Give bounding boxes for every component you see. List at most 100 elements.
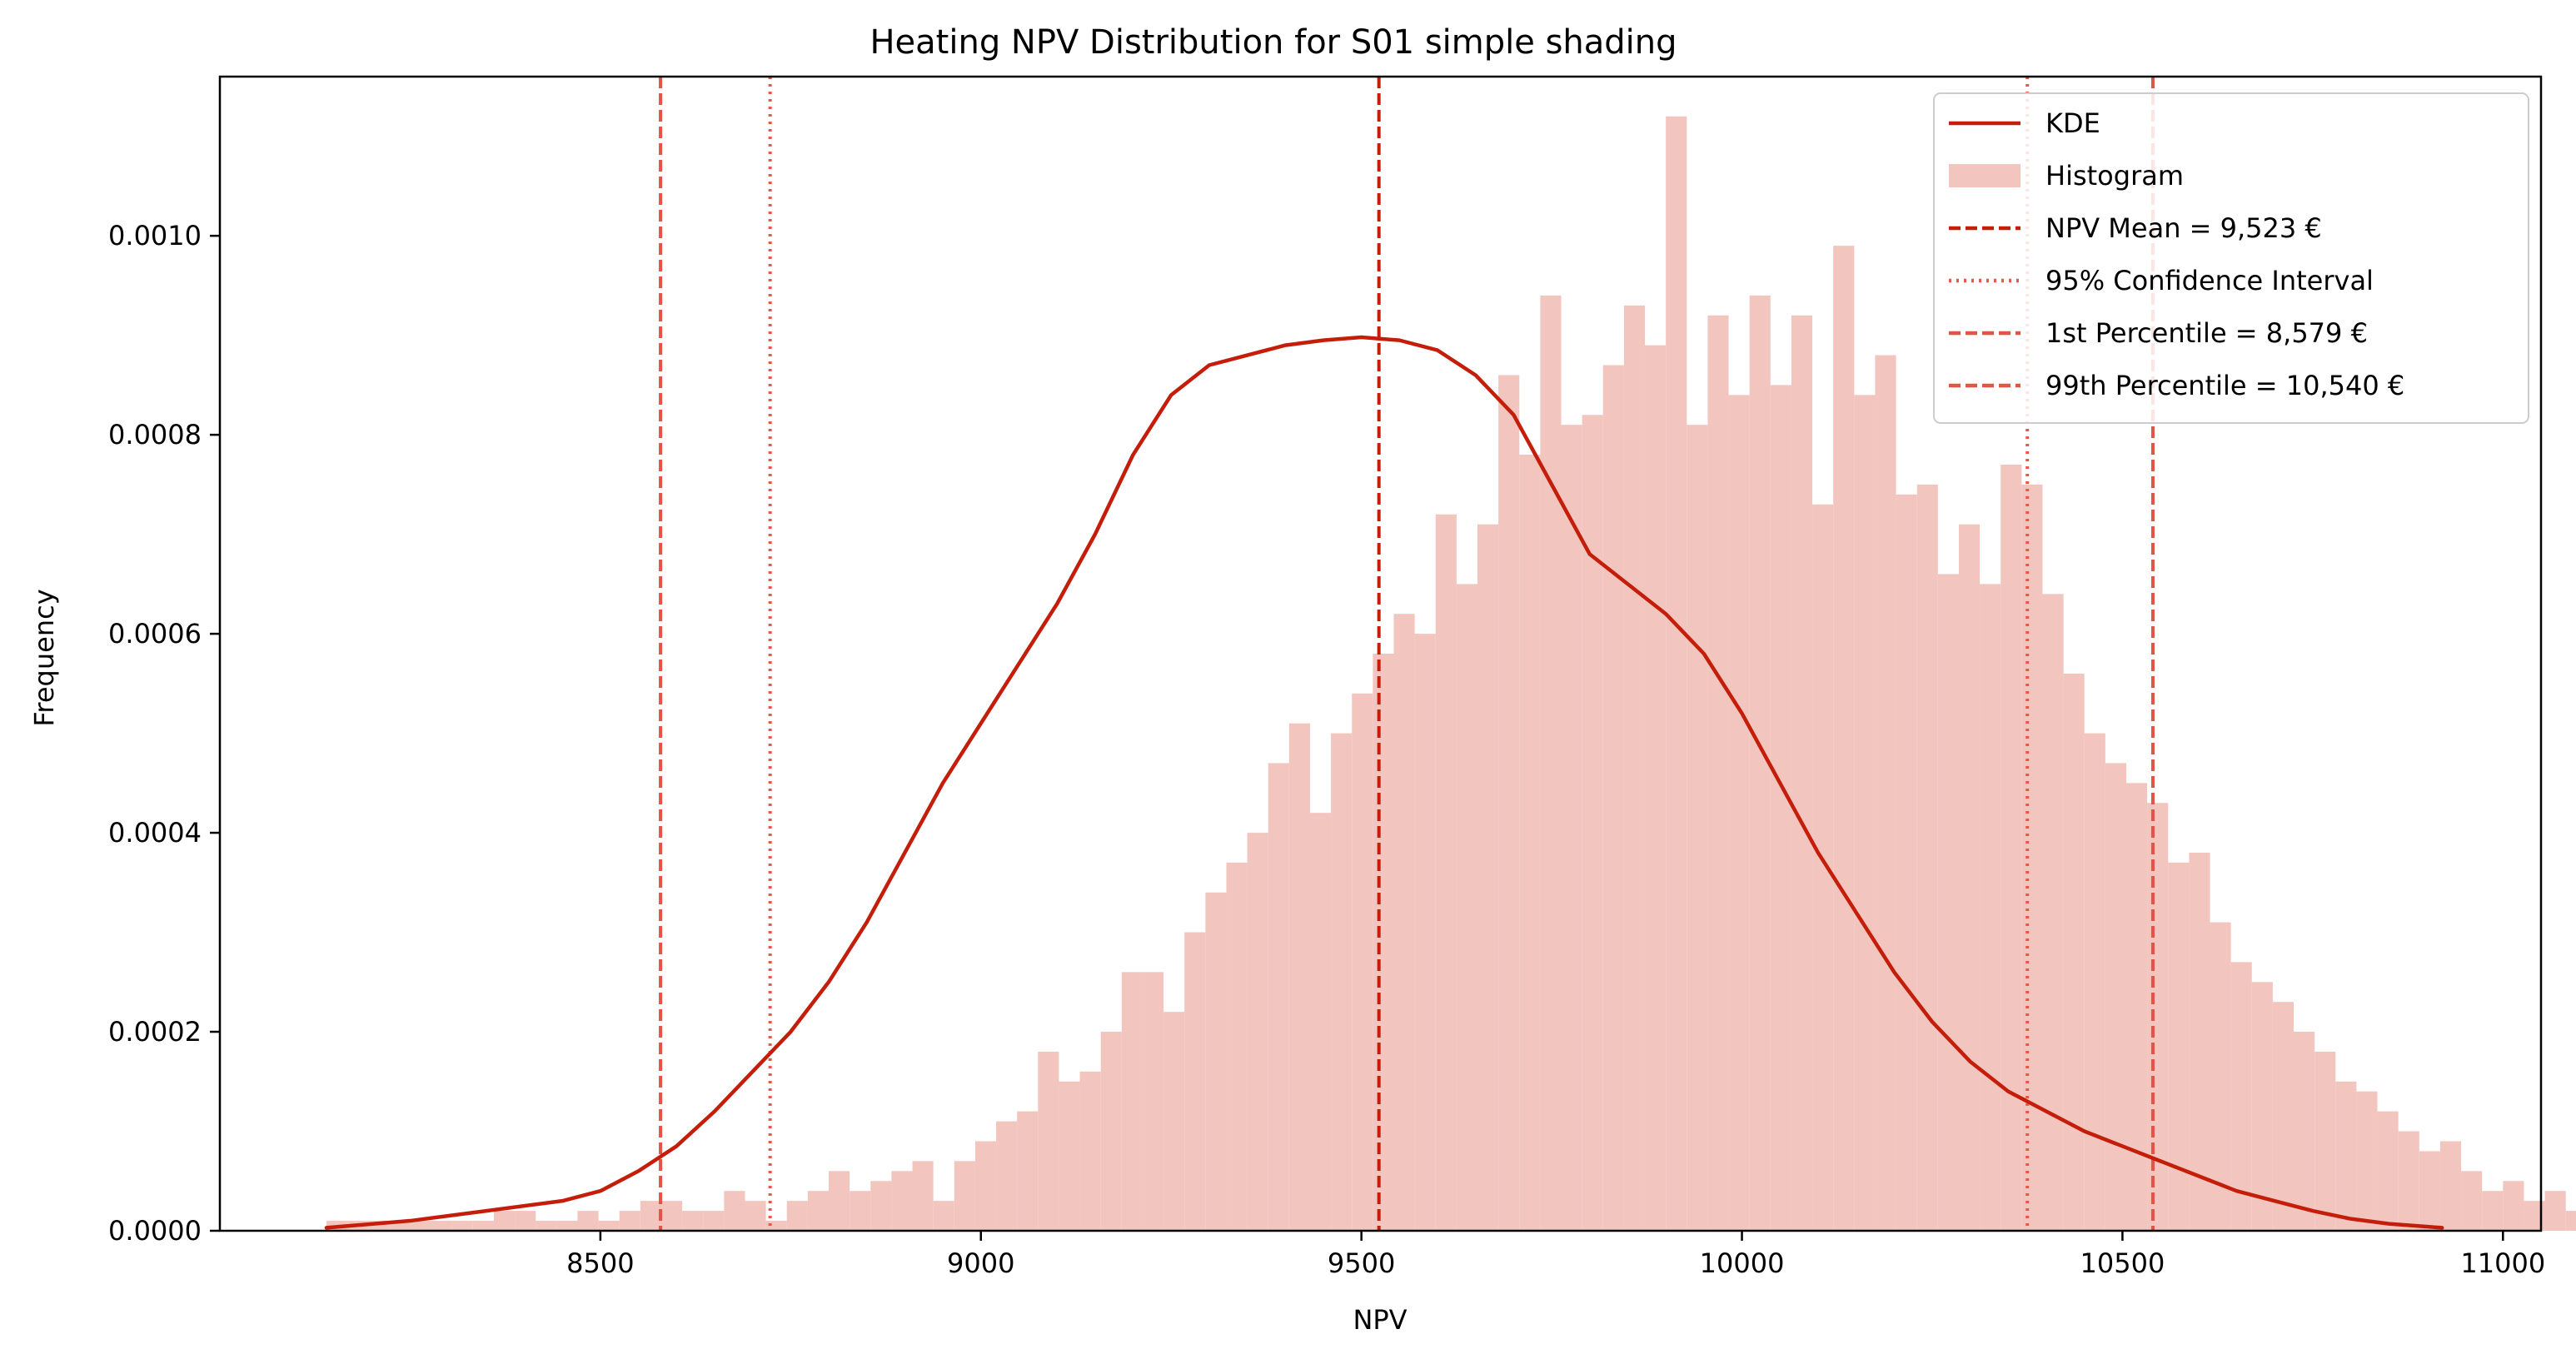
histogram-bar (2377, 1111, 2399, 1231)
histogram-bar (829, 1171, 850, 1231)
histogram-bar (1980, 584, 2001, 1231)
histogram-bar (493, 1211, 516, 1231)
histogram-bar (2314, 1051, 2336, 1231)
histogram-bar (1477, 524, 1499, 1231)
histogram-bar (2439, 1141, 2462, 1231)
histogram-bar (2021, 484, 2043, 1231)
histogram-bar (1079, 1071, 1101, 1231)
histogram-bar (2335, 1081, 2357, 1231)
histogram-bar (431, 1221, 452, 1231)
histogram-bar (1414, 634, 1436, 1231)
histogram-bar (682, 1211, 704, 1231)
histogram-bar (2147, 803, 2169, 1231)
histogram-bar (1309, 813, 1332, 1231)
histogram-bar (2461, 1171, 2483, 1231)
histogram-bar (640, 1201, 661, 1231)
x-tick-label: 9000 (947, 1247, 1014, 1279)
x-axis-label: NPV (1353, 1304, 1407, 1336)
legend-label: NPV Mean = 9,523 € (2045, 212, 2322, 244)
histogram-bar (1728, 395, 1750, 1232)
histogram-bar (912, 1161, 934, 1231)
histogram-bar (1561, 425, 1582, 1231)
y-tick-label: 0.0002 (108, 1016, 202, 1048)
histogram-bar (660, 1201, 683, 1231)
x-axis-ticks: 8500 9000 9500 10000 10500 11000 (566, 1231, 2545, 1279)
y-tick-label: 0.0008 (108, 419, 202, 451)
histogram-bar (996, 1121, 1018, 1231)
x-tick-label: 11000 (2460, 1247, 2545, 1279)
histogram-bar (1602, 365, 1624, 1231)
histogram-bar (1582, 415, 1603, 1231)
histogram-bar (2398, 1131, 2419, 1231)
y-tick-label: 0.0006 (108, 618, 202, 650)
histogram-bar (2482, 1191, 2504, 1231)
histogram-bar (786, 1201, 808, 1231)
histogram-bar (2356, 1091, 2378, 1231)
histogram-bar (1958, 524, 1981, 1231)
histogram-bar (451, 1221, 473, 1231)
histogram-bar (724, 1191, 745, 1231)
legend-label: Histogram (2045, 160, 2184, 192)
histogram-bar (2230, 962, 2252, 1231)
histogram-bar (1896, 494, 1917, 1231)
y-tick-label: 0.0010 (108, 220, 202, 251)
histogram-bar (1456, 584, 1478, 1231)
histogram-bar (2210, 922, 2231, 1231)
histogram-bar (1059, 1081, 1080, 1231)
histogram-bar (1393, 614, 1415, 1231)
histogram-bar (515, 1211, 536, 1231)
histogram-bar (1288, 723, 1310, 1231)
histogram-bar (891, 1171, 913, 1231)
histogram-bar (1205, 892, 1227, 1231)
histogram-bar (2168, 862, 2190, 1231)
histogram-bar (974, 1141, 997, 1231)
histogram-bar (389, 1221, 411, 1231)
histogram-bar (1121, 972, 1143, 1231)
x-tick-label: 8500 (566, 1247, 634, 1279)
histogram-bar (598, 1221, 620, 1231)
kde-curve (324, 335, 2444, 1230)
histogram-bar (368, 1221, 390, 1231)
legend-box (1933, 92, 2529, 424)
histogram-bar (410, 1221, 431, 1231)
histogram-bar (2503, 1181, 2524, 1231)
histogram-bar (2565, 1211, 2576, 1231)
histogram-bar (703, 1211, 725, 1231)
histogram-bar (850, 1191, 871, 1231)
y-axis-ticks: 0.0000 0.0002 0.0004 0.0006 0.0008 0.0010 (108, 220, 220, 1247)
histogram-bar (577, 1211, 599, 1231)
histogram-bar (2126, 783, 2148, 1231)
histogram-bar (1163, 1012, 1185, 1231)
histogram-bar (2419, 1151, 2440, 1231)
histogram-bar (2063, 673, 2085, 1231)
y-axis-label: Frequency (28, 589, 60, 726)
histogram-bar (2042, 594, 2064, 1231)
histogram-bar (1519, 455, 1541, 1231)
histogram-bar (1854, 395, 1876, 1232)
histogram-bar (2272, 1002, 2294, 1231)
legend-swatch (1949, 164, 2020, 187)
histogram-bar (1833, 246, 1855, 1231)
histogram-bar (472, 1221, 494, 1231)
histogram-bar (765, 1221, 787, 1231)
legend: KDE Histogram NPV Mean = 9,523 € 95% Confid… (1933, 92, 2529, 424)
legend-label: 1st Percentile = 8,579 € (2045, 317, 2368, 349)
histogram-bar (556, 1221, 578, 1231)
histogram-bar (1623, 305, 1646, 1231)
histogram-bar (1937, 574, 1959, 1231)
y-tick-label: 0.0004 (108, 817, 202, 849)
histogram-bar (2294, 1032, 2315, 1231)
histogram-bar (619, 1211, 640, 1231)
histogram-bar (2544, 1191, 2566, 1231)
histogram-bar (1373, 654, 1394, 1231)
histogram-bar (807, 1191, 830, 1231)
histogram-bar (1916, 484, 1938, 1231)
histogram-bar (2084, 733, 2105, 1231)
legend-label: 99th Percentile = 10,540 € (2045, 370, 2404, 401)
histogram-bar (1812, 504, 1834, 1231)
histogram-bar (1226, 862, 1248, 1231)
histogram-bar (1875, 355, 1896, 1231)
histogram-bar (1435, 514, 1457, 1231)
histogram-bar (1540, 295, 1562, 1231)
histogram-bar (1038, 1051, 1059, 1231)
